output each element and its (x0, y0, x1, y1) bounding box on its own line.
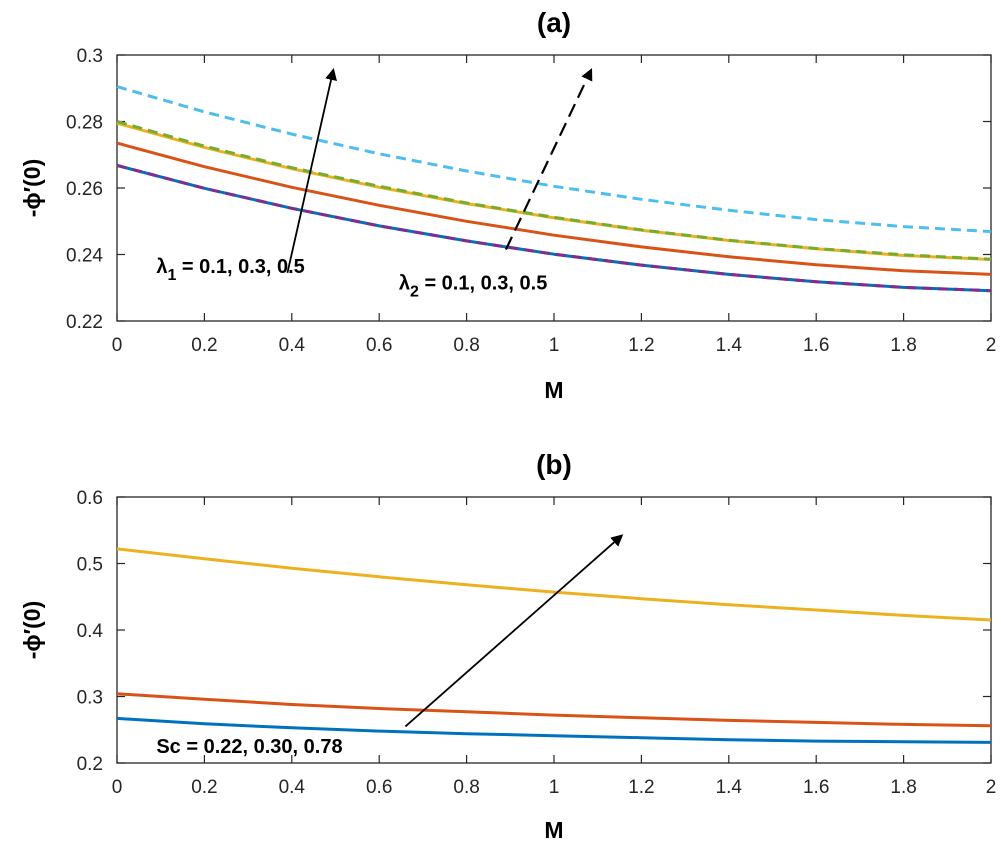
x-tick-label: 1.2 (628, 777, 654, 798)
chart-title: (a) (537, 7, 571, 38)
x-tick-label: 0 (112, 335, 123, 356)
y-tick-label: 0.22 (66, 312, 103, 333)
y-tick-label: 0.24 (66, 246, 103, 267)
x-tick-label: 0.6 (366, 777, 392, 798)
series-line-3 (116, 547, 992, 622)
y-axis-label: -ϕ′(0) (19, 159, 45, 218)
x-tick-label: 2 (986, 335, 997, 356)
annotation-subscript: 1 (167, 267, 176, 284)
plot-b: (b) 0 0.2 0.4 0.6 0.8 1 1.2 1.4 1.6 1.8 2 0.2 0.3 0.4 0… (19, 449, 996, 843)
x-tick-label: 0.6 (366, 335, 392, 356)
x-axis-label: M (544, 817, 563, 843)
annotation-arrow (504, 68, 593, 250)
y-tick-label: 0.26 (66, 179, 103, 200)
annotation-label: Sc = 0.22, 0.30, 0.78 (156, 736, 342, 758)
series-line-2 (116, 141, 992, 276)
annotation-subscript: 2 (410, 283, 419, 300)
x-tick-label: 0.8 (453, 777, 479, 798)
annotation-text: Sc = 0.22, 0.30, 0.78 (156, 736, 342, 758)
series-line-1 (116, 716, 992, 744)
annotation-label: λ1 = 0.1, 0.3, 0.5 (156, 256, 304, 284)
series-line-5 (116, 120, 992, 261)
annotation-arrow (286, 68, 337, 273)
annotation-arrow (404, 534, 624, 728)
x-tick-label: 1.6 (803, 777, 829, 798)
series-line-2 (116, 692, 992, 728)
series-line-6 (116, 85, 992, 234)
plot-frame (116, 54, 992, 322)
x-tick-label: 0.2 (191, 777, 217, 798)
x-tick-label: 0.2 (191, 335, 217, 356)
annotation-text: λ (156, 256, 167, 278)
x-tick-label: 1.8 (890, 335, 916, 356)
y-axis-label: -ϕ′(0) (19, 601, 45, 660)
x-tick-label: 1.6 (803, 335, 829, 356)
annotation-text: λ (399, 272, 410, 294)
series-line-4 (116, 163, 992, 293)
y-tick-label: 0.3 (77, 46, 103, 67)
annotation-values: = 0.1, 0.3, 0.5 (419, 272, 547, 294)
x-tick-label: 0.4 (279, 777, 306, 798)
y-tick-label: 0.2 (77, 754, 103, 775)
annotation-values: = 0.1, 0.3, 0.5 (176, 256, 304, 278)
plot-a: (a) 0 0.2 0.4 0.6 0.8 1 1.2 1.4 1.6 1.8 2 0.22 0.24 0.… (19, 7, 996, 403)
x-tick-label: 0.8 (453, 335, 479, 356)
x-tick-label: 1.8 (890, 777, 916, 798)
x-tick-label: 1.4 (716, 335, 743, 356)
y-tick-label: 0.5 (77, 555, 103, 576)
series-line-3 (116, 121, 992, 261)
x-tick-label: 1 (549, 335, 560, 356)
y-tick-label: 0.3 (77, 688, 103, 709)
x-tick-label: 0 (112, 777, 123, 798)
chart-title: (b) (536, 449, 572, 480)
x-axis-label: M (544, 377, 563, 403)
x-tick-label: 1.4 (716, 777, 743, 798)
x-tick-label: 0.4 (279, 335, 306, 356)
x-tick-label: 1 (549, 777, 560, 798)
annotation-label: λ2 = 0.1, 0.3, 0.5 (399, 272, 547, 300)
y-tick-label: 0.6 (77, 488, 103, 509)
y-tick-label: 0.28 (66, 113, 103, 134)
y-tick-label: 0.4 (77, 621, 104, 642)
x-tick-label: 1.2 (628, 335, 654, 356)
x-tick-label: 2 (986, 777, 997, 798)
